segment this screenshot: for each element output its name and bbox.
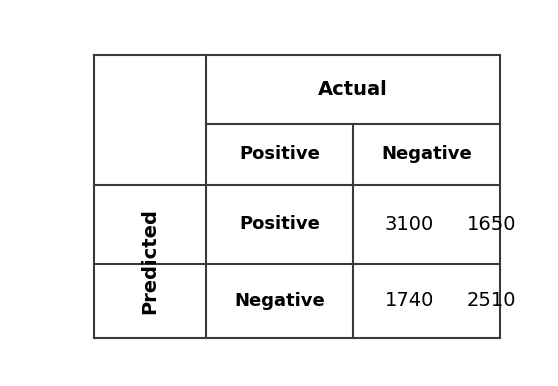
Text: 1650: 1650 [466, 215, 516, 234]
Text: 3100: 3100 [384, 215, 434, 234]
Text: 1740: 1740 [384, 291, 434, 310]
Text: Actual: Actual [318, 80, 388, 99]
Text: Positive: Positive [239, 145, 320, 163]
Text: Negative: Negative [381, 145, 472, 163]
Text: 2510: 2510 [466, 291, 516, 310]
Text: Negative: Negative [234, 292, 325, 310]
Text: Positive: Positive [239, 215, 320, 233]
Text: Predicted: Predicted [140, 208, 159, 314]
